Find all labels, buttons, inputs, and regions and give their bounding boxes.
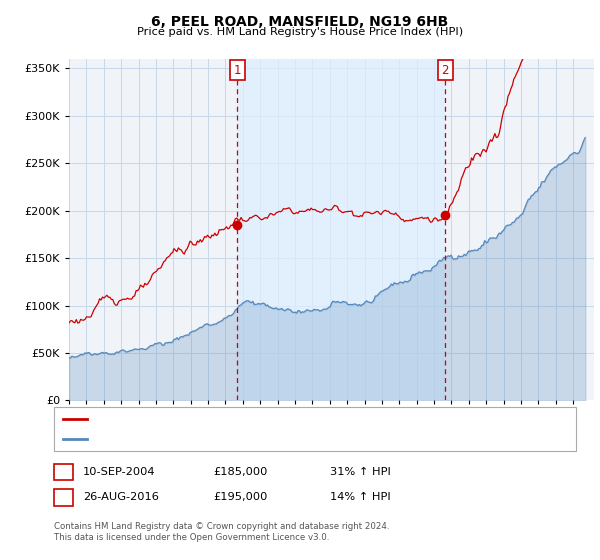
Text: This data is licensed under the Open Government Licence v3.0.: This data is licensed under the Open Gov… bbox=[54, 533, 329, 542]
Text: 31% ↑ HPI: 31% ↑ HPI bbox=[330, 467, 391, 477]
Text: 1: 1 bbox=[60, 465, 67, 479]
Text: £195,000: £195,000 bbox=[213, 492, 268, 502]
Text: HPI: Average price, detached house, Mansfield: HPI: Average price, detached house, Mans… bbox=[91, 433, 334, 444]
Text: 14% ↑ HPI: 14% ↑ HPI bbox=[330, 492, 391, 502]
Text: Contains HM Land Registry data © Crown copyright and database right 2024.: Contains HM Land Registry data © Crown c… bbox=[54, 522, 389, 531]
Text: Price paid vs. HM Land Registry's House Price Index (HPI): Price paid vs. HM Land Registry's House … bbox=[137, 27, 463, 37]
Text: 2: 2 bbox=[442, 64, 449, 77]
Text: 1: 1 bbox=[234, 64, 241, 77]
Text: 26-AUG-2016: 26-AUG-2016 bbox=[83, 492, 158, 502]
Text: 2: 2 bbox=[60, 491, 67, 504]
Text: 6, PEEL ROAD, MANSFIELD, NG19 6HB (detached house): 6, PEEL ROAD, MANSFIELD, NG19 6HB (detac… bbox=[91, 414, 385, 424]
Text: £185,000: £185,000 bbox=[213, 467, 268, 477]
Text: 10-SEP-2004: 10-SEP-2004 bbox=[83, 467, 155, 477]
Bar bbox=[238, 59, 445, 400]
Text: 6, PEEL ROAD, MANSFIELD, NG19 6HB: 6, PEEL ROAD, MANSFIELD, NG19 6HB bbox=[151, 15, 449, 29]
